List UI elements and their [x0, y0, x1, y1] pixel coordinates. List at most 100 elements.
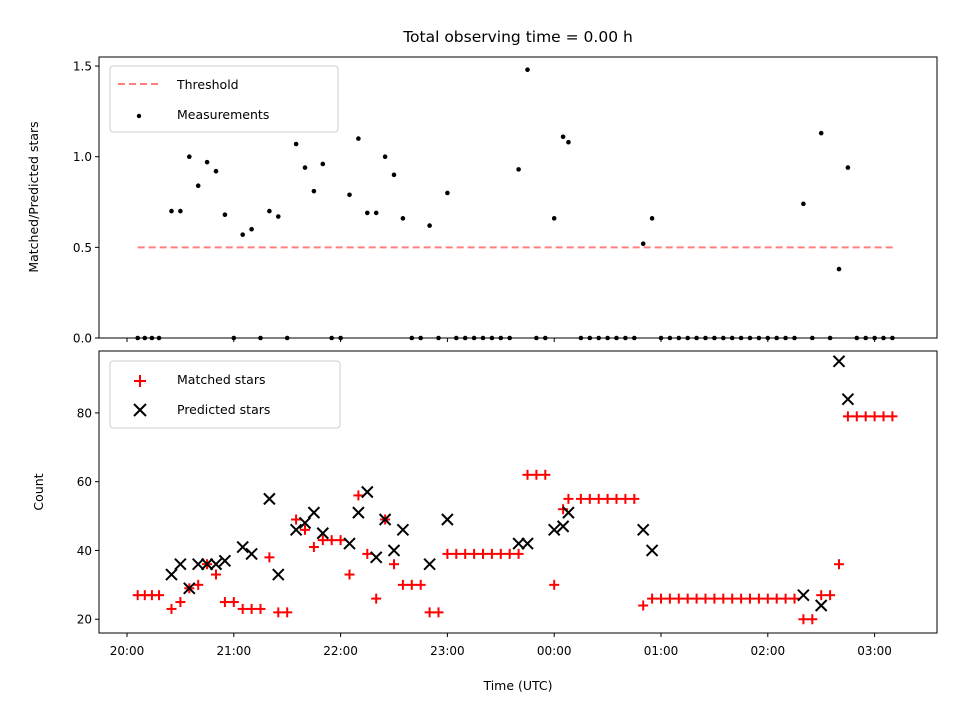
measurement-point [427, 223, 432, 228]
measurement-point [249, 226, 254, 232]
matched-point [397, 579, 408, 590]
predicted-point [423, 558, 436, 571]
matched-point [415, 579, 426, 590]
measurement-point [222, 212, 228, 218]
matched-point [504, 548, 515, 559]
measurement-point [560, 134, 566, 140]
count-y-tick-label: 40 [77, 544, 92, 558]
matched-point [228, 597, 239, 608]
matched-point [842, 411, 853, 422]
matched-point [664, 593, 675, 604]
count-panel: 20 40 60 80 20:00 21:00 22:00 23:00 00:00 01:00 0… [31, 350, 938, 693]
x-tick-label: 21:00 [217, 644, 252, 658]
measurement-point [845, 165, 851, 170]
count-y-tick-label: 60 [77, 475, 92, 489]
matched-point [300, 524, 310, 535]
x-tick-label: 23:00 [430, 644, 465, 658]
matched-point [584, 493, 595, 504]
matched-point [878, 411, 889, 422]
predicted-point [832, 355, 846, 368]
measurement-point [169, 208, 174, 214]
measurement-point [818, 130, 824, 136]
predicted-point [352, 506, 365, 519]
matched-point [807, 614, 818, 625]
matched-point [478, 548, 488, 559]
predicted-point [200, 558, 214, 571]
x-tick-label: 02:00 [751, 644, 786, 658]
measurement-point [195, 183, 201, 189]
matched-point [816, 590, 827, 601]
measurement-point [382, 154, 388, 160]
matched-point [442, 548, 453, 559]
matched-point [825, 590, 836, 601]
matched-point [451, 548, 462, 559]
predicted-point [343, 537, 356, 550]
predicted-point [165, 568, 178, 581]
matched-point [291, 514, 302, 525]
x-tick-label: 22:00 [323, 644, 358, 658]
ratio-panel-frame [98, 56, 938, 339]
matched-point [887, 411, 898, 422]
matched-point [851, 411, 862, 422]
predicted-point [289, 523, 303, 537]
matched-point [219, 597, 230, 608]
x-axis-label: Time (UTC) [482, 678, 552, 693]
predicted-point [298, 516, 312, 530]
measurement-point [213, 168, 219, 174]
matched-point [869, 411, 880, 422]
matched-point [745, 593, 755, 604]
matched-point [154, 590, 165, 601]
matched-point [727, 593, 738, 604]
predicted-point [218, 554, 232, 567]
matched-point [611, 493, 622, 504]
matched-point [860, 411, 871, 422]
matched-point [834, 559, 844, 570]
matched-point [656, 593, 666, 604]
count-y-tick-label: 20 [77, 613, 92, 627]
predicted-point [361, 485, 374, 499]
matched-point [563, 493, 574, 504]
matched-point [282, 607, 293, 618]
measurement-point [320, 161, 326, 167]
matched-point [335, 535, 346, 546]
matched-point [753, 593, 764, 604]
ratio-panel: 0.0 0.5 1.0 1.5 Matched/Predicted stars Thr… [26, 56, 938, 346]
measurement-point [516, 167, 521, 172]
ratio-y-tick-label: 1.5 [73, 60, 92, 74]
matched-point [682, 593, 693, 604]
measurement-point [566, 139, 571, 145]
measurement-point [204, 159, 210, 165]
measurement-point [391, 172, 397, 178]
predicted-legend-label: Predicted stars [177, 402, 270, 417]
matched-point [718, 593, 729, 604]
threshold-legend-label: Threshold [176, 77, 239, 92]
matched-point [540, 469, 551, 480]
predicted-point [387, 544, 401, 557]
predicted-point [645, 544, 659, 557]
measurement-point [551, 216, 557, 221]
ratio-y-tick-label: 0.5 [73, 241, 92, 255]
measurement-point [836, 266, 842, 272]
matched-point [264, 552, 275, 563]
matched-point [344, 569, 355, 580]
measurements-legend-marker [136, 113, 142, 119]
count-legend: Matched stars Predicted stars [109, 360, 341, 429]
predicted-point [183, 582, 196, 595]
count-y-axis: 20 40 60 80 [77, 406, 99, 627]
count-y-tick-label: 80 [77, 406, 92, 420]
measurement-point [267, 208, 272, 214]
matched-point [575, 493, 586, 504]
matched-point [371, 593, 382, 604]
matched-point [469, 548, 480, 559]
matched-point [771, 593, 782, 604]
predicted-point [547, 523, 561, 537]
matched-point [531, 469, 542, 480]
matched-point [602, 493, 613, 504]
count-x-axis: 20:00 21:00 22:00 23:00 00:00 01:00 02:00 03:00 [110, 633, 892, 658]
matched-point [780, 593, 791, 604]
matched-point [522, 469, 533, 480]
predicted-point [636, 523, 650, 537]
matched-point [308, 542, 319, 553]
matched-point [673, 593, 684, 604]
